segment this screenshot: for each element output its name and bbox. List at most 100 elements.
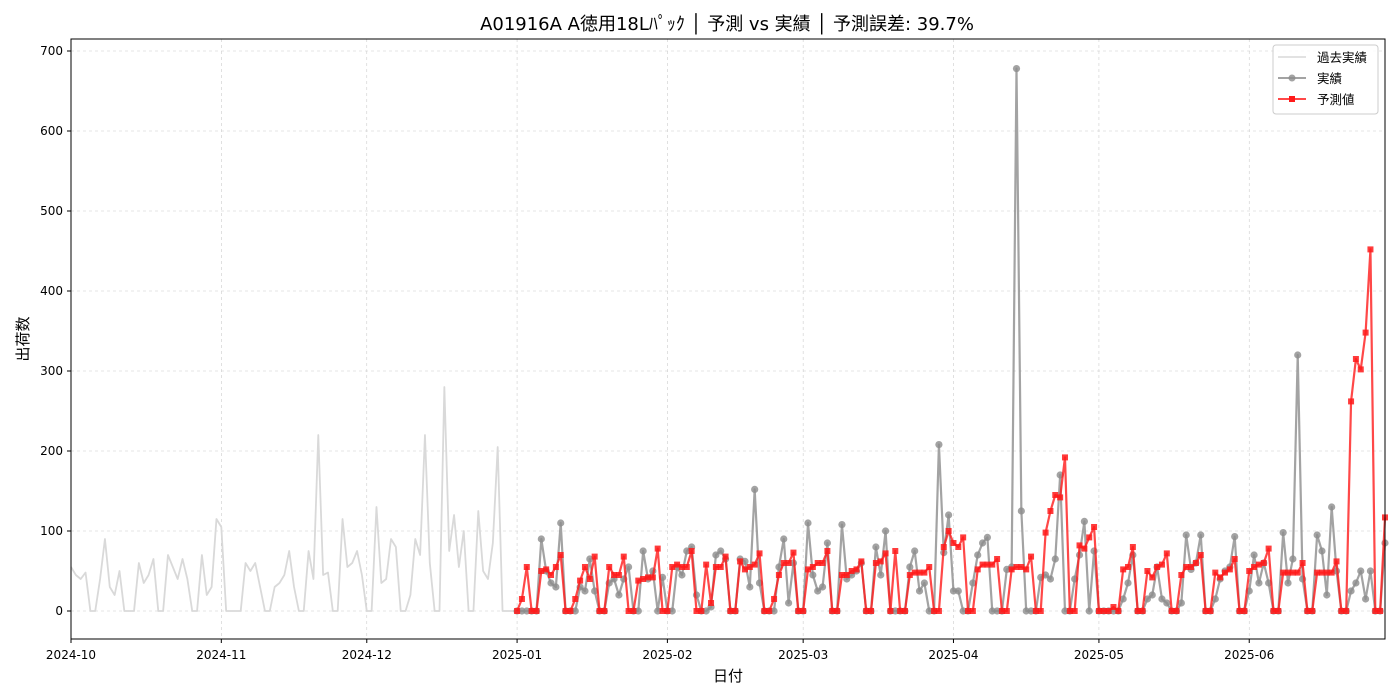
- predicted-point: [926, 564, 933, 570]
- predicted-point: [771, 596, 778, 602]
- predicted-point: [1265, 545, 1272, 552]
- predicted-point: [1246, 568, 1253, 574]
- y-tick-label: 0: [55, 604, 63, 618]
- predicted-point: [557, 552, 564, 558]
- predicted-point: [620, 553, 627, 560]
- actual-point: [1284, 579, 1292, 587]
- predicted-point: [1217, 574, 1224, 581]
- predicted-point: [586, 576, 593, 582]
- predicted-point: [877, 558, 884, 565]
- predicted-point: [1057, 494, 1064, 501]
- actual-point: [746, 583, 754, 591]
- predicted-point: [960, 534, 967, 541]
- actual-point: [915, 587, 924, 595]
- predicted-point: [1168, 608, 1175, 614]
- legend-item-actual: 実績: [1278, 71, 1342, 86]
- actual-point: [1362, 595, 1370, 603]
- actual-point: [872, 543, 880, 551]
- actual-point: [625, 563, 633, 571]
- predicted-point: [746, 564, 753, 570]
- predicted-point: [950, 540, 957, 546]
- actual-point: [1012, 65, 1021, 73]
- predicted-point: [625, 608, 632, 614]
- actual-point: [591, 587, 599, 595]
- predicted-point: [552, 564, 559, 570]
- predicted-point: [892, 548, 899, 554]
- actual-point: [1250, 551, 1258, 559]
- historical-series: [70, 386, 522, 612]
- actual-point: [1085, 607, 1093, 615]
- predicted-point: [654, 545, 661, 552]
- legend-label-actual: 実績: [1317, 71, 1342, 86]
- predicted-point: [712, 564, 719, 570]
- predicted-point: [678, 564, 685, 570]
- actual-point: [751, 485, 759, 493]
- predicted-point: [931, 608, 938, 614]
- actual-point: [969, 579, 977, 587]
- predicted-point: [1221, 569, 1228, 576]
- predicted-point: [1071, 608, 1078, 614]
- actual-point: [1197, 531, 1205, 539]
- predicted-point: [809, 564, 816, 570]
- predicted-point: [514, 608, 521, 614]
- actual-point: [1182, 531, 1190, 539]
- predicted-point: [528, 608, 535, 614]
- predicted-point: [1309, 608, 1316, 614]
- predicted-point: [1231, 556, 1238, 562]
- actual-point: [571, 607, 579, 615]
- actual-point: [1255, 579, 1263, 587]
- x-tick-label: 2024-12: [342, 648, 392, 662]
- predicted-point: [1183, 564, 1190, 570]
- actual-point: [911, 547, 919, 555]
- predicted-point: [1236, 608, 1243, 614]
- x-tick-label: 2025-06: [1224, 648, 1274, 662]
- predicted-point: [1192, 560, 1199, 566]
- legend-box: [1272, 44, 1379, 115]
- y-tick-label: 400: [40, 284, 63, 298]
- predicted-point: [664, 608, 671, 614]
- predicted-point: [751, 561, 758, 568]
- legend-item-historical: 過去実績: [1278, 50, 1367, 65]
- predicted-point: [1163, 550, 1170, 557]
- predicted-point: [775, 572, 782, 578]
- predicted-point: [838, 572, 845, 578]
- predicted-point: [814, 560, 821, 566]
- predicted-point: [965, 608, 972, 614]
- predicted-point: [1134, 608, 1141, 614]
- predicted-point: [683, 564, 690, 570]
- predicted-point: [979, 561, 986, 568]
- actual-point: [945, 511, 953, 519]
- predicted-point: [1333, 558, 1340, 565]
- actual-point: [838, 521, 846, 529]
- predicted-point: [843, 572, 850, 578]
- actual-point: [935, 441, 943, 449]
- predicted-point: [1328, 569, 1335, 576]
- predicted-point: [1120, 566, 1127, 573]
- predicted-point: [1125, 564, 1132, 570]
- predicted-point: [1037, 608, 1044, 614]
- y-tick-label: 200: [40, 444, 63, 458]
- predicted-point: [1314, 569, 1321, 576]
- predicted-point: [800, 608, 807, 614]
- y-tick-label: 500: [40, 204, 63, 218]
- predicted-point: [538, 568, 545, 574]
- predicted-point: [872, 560, 879, 566]
- predicted-point: [1241, 608, 1248, 614]
- predicted-point: [848, 568, 855, 574]
- predicted-point: [737, 558, 744, 565]
- y-axis: 0 100 200 300 400 500 600 700: [40, 44, 71, 618]
- legend-item-predicted: 予測値: [1278, 92, 1355, 107]
- predicted-point: [693, 608, 700, 614]
- predicted-point: [829, 608, 836, 614]
- actual-point: [1347, 587, 1355, 595]
- predicted-point: [1318, 569, 1325, 576]
- actual-point: [814, 587, 822, 595]
- predicted-point: [1081, 545, 1088, 552]
- predicted-point: [732, 608, 739, 614]
- predicted-point: [1304, 608, 1311, 614]
- predicted-point: [795, 608, 802, 614]
- actual-point: [1177, 599, 1185, 607]
- actual-point: [804, 519, 812, 527]
- actual-point: [1046, 575, 1055, 583]
